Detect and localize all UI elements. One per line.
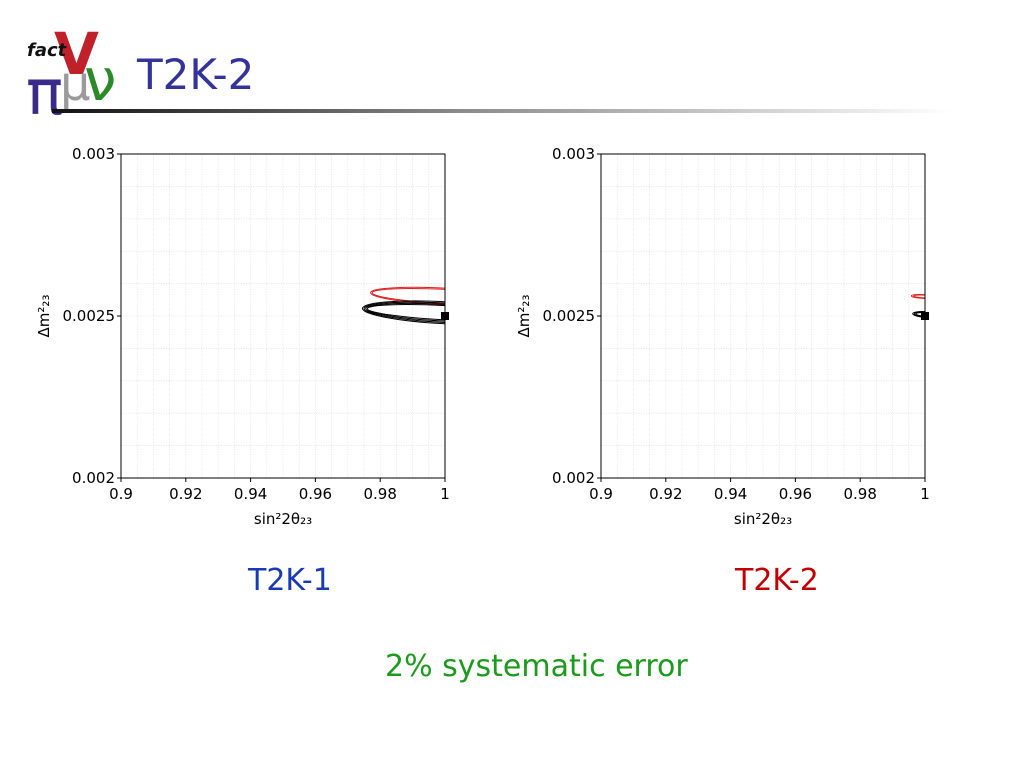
chart-2-y-tick-label: 0.0025 — [543, 307, 596, 325]
chart-2-true-value-marker — [921, 312, 929, 320]
chart-1-x-axis-label: sin²2θ₂₃ — [254, 510, 312, 528]
chart-1-true-value-marker — [441, 312, 449, 320]
chart-1-y-tick-label: 0.002 — [72, 469, 115, 487]
chart-2-y-tick-label: 0.003 — [552, 145, 595, 163]
systematic-error-note: 2% systematic error — [385, 649, 688, 684]
chart-t2k2: 0.9 0.92 0.94 0.96 0.98 1 0.002 0.0025 0.003 sin²… — [515, 145, 930, 528]
chart-1-x-tick-label: 0.92 — [169, 485, 202, 503]
chart-2-x-tick-label: 0.96 — [779, 485, 812, 503]
chart-2-x-tick-label: 0.9 — [589, 485, 613, 503]
chart-2-x-tick-label: 0.92 — [649, 485, 682, 503]
chart-2-x-tick-label: 0.94 — [714, 485, 747, 503]
chart-2-y-axis-label: Δm²₂₃ — [515, 295, 533, 338]
chart-1-x-tick-label: 0.96 — [299, 485, 332, 503]
chart-1-contour-black-4 — [361, 300, 445, 326]
chart-1-x-tick-label: 0.9 — [109, 485, 133, 503]
chart-2-x-tick-label: 0.98 — [843, 485, 876, 503]
chart-1-y-tick-label: 0.003 — [72, 145, 115, 163]
chart-t2k1: 0.9 0.92 0.94 0.96 0.98 1 0.002 0.0025 0.003 sin²… — [35, 145, 450, 528]
chart-1-x-tick-label: 0.98 — [363, 485, 396, 503]
chart-1-x-tick-label: 0.94 — [234, 485, 267, 503]
title-underline — [52, 109, 952, 113]
logo-glyph-mu: μ — [60, 56, 91, 112]
logo-glyph-v: V — [54, 20, 99, 88]
chart-1-y-tick-label: 0.0025 — [63, 307, 116, 325]
caption-t2k2: T2K-2 — [735, 563, 819, 598]
chart-1-y-axis-label: Δm²₂₃ — [35, 295, 53, 338]
chart-2-y-tick-label: 0.002 — [552, 469, 595, 487]
slide-title: T2K-2 — [137, 50, 255, 99]
logo-glyph-nu: ν — [84, 46, 116, 114]
chart-2-x-tick-label: 1 — [920, 485, 930, 503]
factory-logo: π V ν μ fact — [26, 20, 116, 120]
logo-text-fact: fact — [27, 40, 68, 61]
chart-2-x-axis-label: sin²2θ₂₃ — [734, 510, 792, 528]
chart-1-contour-black-3 — [363, 301, 445, 324]
chart-1-x-tick-label: 1 — [440, 485, 450, 503]
caption-t2k1: T2K-1 — [248, 563, 332, 598]
